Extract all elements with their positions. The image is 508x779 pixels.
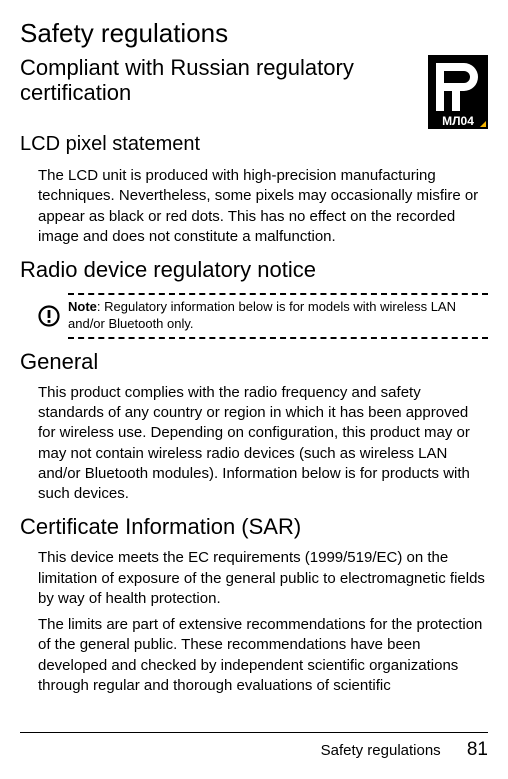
footer-rule xyxy=(20,732,488,733)
cert-logo-text: МЛ04 xyxy=(442,114,474,128)
note-label: Note xyxy=(68,299,97,314)
warning-icon xyxy=(38,305,60,327)
footer-section-title: Safety regulations xyxy=(321,742,441,759)
lcd-body: The LCD unit is produced with high-preci… xyxy=(38,166,488,247)
general-heading: General xyxy=(20,349,488,375)
sar-body-2: The limits are part of extensive recomme… xyxy=(38,615,488,696)
footer-page-number: 81 xyxy=(467,739,488,760)
note-block: Note: Regulatory information below is fo… xyxy=(38,293,488,339)
lcd-heading: LCD pixel statement xyxy=(20,133,488,156)
note-text: Note: Regulatory information below is fo… xyxy=(68,295,488,337)
sar-body-1: This device meets the EC requirements (1… xyxy=(38,548,488,609)
radio-heading: Radio device regulatory notice xyxy=(20,257,488,283)
page-footer: Safety regulations 81 xyxy=(20,732,488,761)
note-body: : Regulatory information below is for mo… xyxy=(68,299,456,331)
general-body: This product complies with the radio fre… xyxy=(38,383,488,505)
cert-heading: Compliant with Russian regulatory certif… xyxy=(20,55,420,106)
russian-cert-logo: МЛ04 xyxy=(428,55,488,129)
page-title: Safety regulations xyxy=(20,18,488,49)
sar-heading: Certificate Information (SAR) xyxy=(20,514,488,540)
note-dash-bottom xyxy=(68,337,488,339)
